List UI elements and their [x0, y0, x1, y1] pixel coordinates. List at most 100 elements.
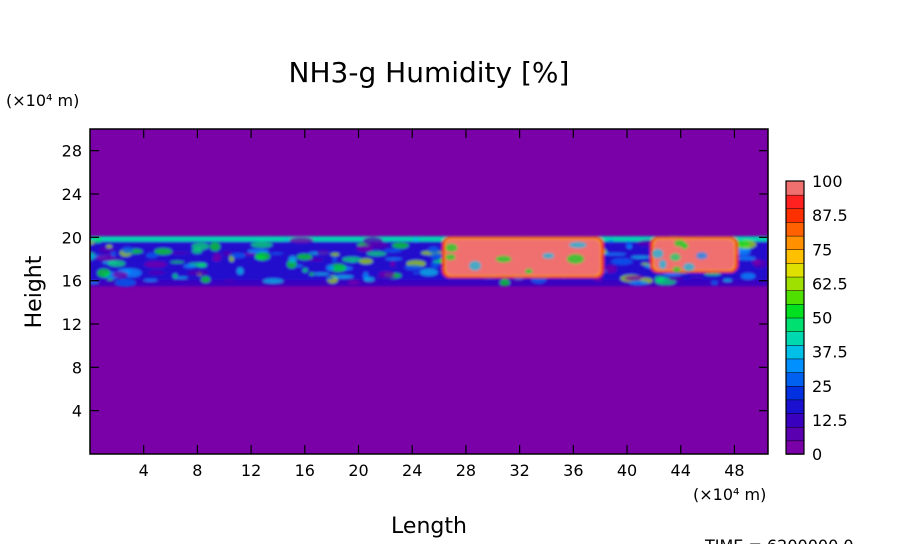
colorbar-swatch [785, 385, 805, 401]
y-unit-label: (×10⁴ m) [6, 91, 79, 110]
saturated-hole [566, 254, 585, 264]
humidity-blob [378, 271, 395, 278]
colorbar-label: 87.5 [812, 206, 848, 225]
humidity-blob [262, 278, 284, 284]
humidity-blob [499, 278, 510, 287]
saturated-hole [542, 252, 555, 259]
colorbar-swatch [785, 262, 805, 278]
humidity-blob [312, 272, 330, 276]
humidity-blob [223, 279, 236, 282]
saturated-hole [569, 241, 587, 249]
colorbar-frame [785, 180, 805, 455]
humidity-blob [390, 261, 396, 268]
y-axis-ticks: 4 8 12 16 20 24 28 [62, 142, 768, 421]
colorbar-swatch [785, 371, 805, 387]
humidity-blob [392, 242, 409, 249]
colorbar-swatch [785, 399, 805, 414]
colorbar-swatch [785, 303, 805, 319]
humidity-blob [332, 256, 337, 263]
saturated-hole [445, 243, 458, 253]
humidity-blob [603, 253, 627, 256]
humidity-blob [751, 259, 762, 266]
y-tick-label: 8 [72, 358, 82, 377]
x-tick-label: 32 [509, 461, 529, 480]
colorbar-swatch [785, 249, 805, 264]
humidity-blob [187, 270, 209, 276]
saturated-hole [652, 248, 664, 259]
colorbar-label: 37.5 [812, 343, 848, 362]
x-tick-label: 48 [724, 461, 744, 480]
saturated-hole [525, 268, 533, 274]
saturated-hole [669, 253, 681, 262]
humidity-blob [106, 244, 113, 249]
colorbar-swatch [785, 221, 805, 237]
humidity-blob [200, 276, 211, 283]
humidity-blob [121, 246, 134, 254]
humid-layer [90, 236, 768, 287]
humidity-blob [99, 246, 116, 254]
humidity-blob [668, 276, 684, 282]
humidity-blob [404, 264, 423, 271]
saturated-hole [683, 262, 695, 272]
colorbar-label: 0 [812, 445, 822, 464]
plot-frame [89, 128, 769, 455]
plot-area [90, 129, 768, 454]
humidity-blob [191, 247, 203, 254]
humidity-blob [611, 258, 633, 265]
humidity-blob [325, 276, 334, 280]
humidity-blob [309, 272, 314, 276]
humidity-blob [608, 239, 614, 244]
y-tick-label: 12 [62, 315, 82, 334]
colorbar-swatch [785, 440, 805, 455]
colorbar-swatch [785, 194, 805, 210]
humidity-blob [413, 237, 419, 243]
colorbar-swatch [785, 317, 805, 332]
humidity-blob [723, 278, 732, 282]
humidity-blob [145, 252, 159, 258]
humidity-blob [170, 261, 185, 264]
colorbar-swatch [785, 344, 805, 360]
humidity-blob [212, 258, 219, 261]
saturated-hole [672, 266, 682, 273]
humidity-blob [384, 248, 402, 253]
humidity-blob [510, 279, 524, 284]
humidity-blob [255, 251, 271, 261]
colorbar-label: 25 [812, 377, 832, 396]
y-axis-label: Height [22, 255, 47, 328]
x-tick-label: 40 [617, 461, 637, 480]
saturated-hole [658, 259, 667, 270]
humidity-blob [627, 245, 632, 249]
colorbar-label: 50 [812, 309, 832, 328]
humidity-blob [738, 256, 756, 261]
colorbar: 100 87.5 75 62.5 50 37.5 25 12.5 0 [785, 172, 848, 464]
x-tick-label: 4 [139, 461, 149, 480]
humidity-blob [148, 270, 166, 275]
humidity-blob [330, 252, 340, 257]
colorbar-swatch [785, 208, 805, 223]
humidity-blob [364, 277, 375, 282]
colorbar-label: 75 [812, 240, 832, 259]
humidity-blob [115, 278, 136, 287]
humidity-blob [101, 257, 125, 260]
saturated-hole [469, 260, 482, 271]
x-tick-label: 20 [348, 461, 368, 480]
x-tick-label: 16 [295, 461, 315, 480]
chart-title: NH3-g Humidity [%] [289, 56, 570, 89]
colorbar-swatch [785, 358, 805, 373]
humidity-blob [356, 245, 374, 252]
humidity-blob [358, 258, 373, 265]
humidity-blob [288, 255, 297, 263]
humidity-blob [385, 257, 403, 261]
humidity-blob [296, 253, 313, 261]
x-tick-label: 24 [402, 461, 422, 480]
saturated-hole [445, 254, 456, 261]
x-axis-ticks: 4 8 12 16 20 24 28 32 36 40 44 48 [139, 129, 745, 480]
colorbar-label: 100 [812, 172, 843, 191]
humidity-blob [167, 251, 190, 255]
humidity-blob [107, 278, 114, 281]
humidity-blob [711, 280, 718, 286]
x-tick-label: 36 [563, 461, 583, 480]
humidity-blob [704, 272, 722, 276]
colorbar-swatch [785, 289, 805, 305]
